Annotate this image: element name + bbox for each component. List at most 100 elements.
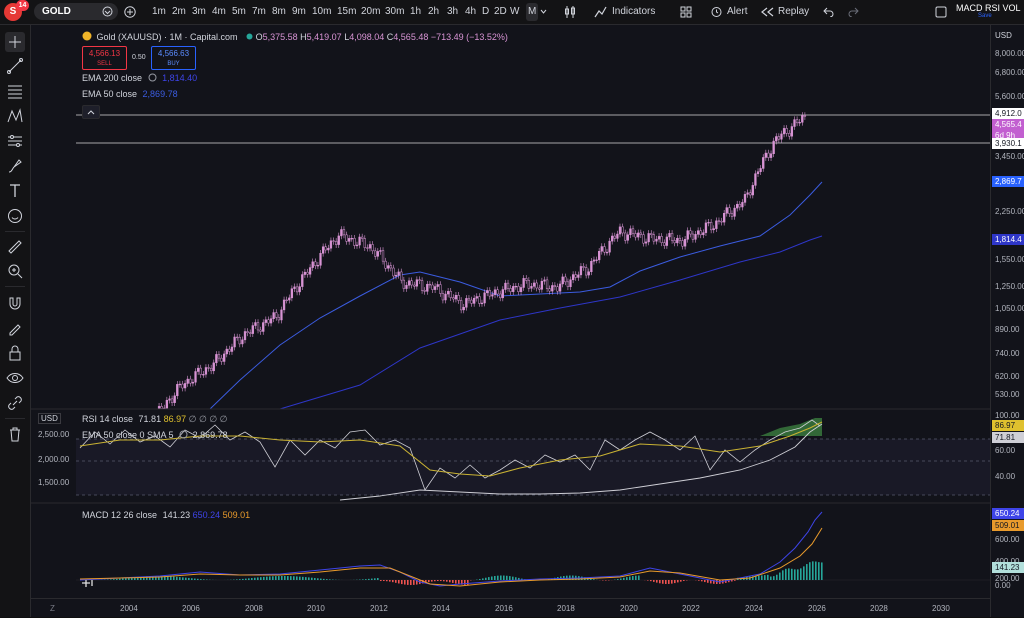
interval-w[interactable]: W [510, 0, 519, 24]
layout-save-status[interactable]: Save [978, 13, 992, 19]
interval-3h[interactable]: 3h [447, 0, 458, 24]
interval-15m[interactable]: 15m [337, 0, 356, 24]
layout-checkbox-icon[interactable] [935, 6, 947, 18]
candle [531, 286, 533, 288]
trend-line-icon[interactable] [5, 56, 25, 76]
candle [348, 238, 350, 241]
interval-3m[interactable]: 3m [192, 0, 206, 24]
macd-hist-bar [308, 577, 310, 580]
candle [278, 317, 280, 320]
interval-30m[interactable]: 30m [385, 0, 404, 24]
candle [484, 293, 486, 303]
link-icon[interactable] [5, 393, 25, 413]
ema200-legend[interactable]: EMA 200 close 1,814.40 [82, 73, 197, 83]
macd-hist-bar [647, 580, 649, 581]
user-avatar[interactable]: S 14 [4, 3, 22, 21]
pattern-icon[interactable] [5, 106, 25, 126]
interval-m[interactable]: M [526, 3, 538, 21]
layout-name[interactable]: MACD RSI VOL [956, 3, 1021, 13]
interval-7m[interactable]: 7m [252, 0, 266, 24]
emoji-icon[interactable] [5, 206, 25, 226]
interval-1h[interactable]: 1h [410, 0, 421, 24]
time-axis-year: 2014 [432, 604, 450, 613]
interval-2h[interactable]: 2h [428, 0, 439, 24]
buy-button[interactable]: 4,566.63 BUY [151, 46, 196, 70]
macd-hist-bar [203, 579, 205, 580]
interval-4m[interactable]: 4m [212, 0, 226, 24]
eye-icon[interactable] [5, 368, 25, 388]
interval-5m[interactable]: 5m [232, 0, 246, 24]
replay-button[interactable]: Replay [778, 0, 809, 24]
macd-hist-bar [779, 573, 781, 580]
undo-icon[interactable] [823, 7, 834, 17]
sidebar-divider [5, 418, 25, 419]
candle [325, 247, 327, 250]
interval-9m[interactable]: 9m [292, 0, 306, 24]
crosshair-tool[interactable] [5, 32, 25, 52]
alarm-clock-icon[interactable] [710, 5, 723, 18]
trash-icon[interactable] [5, 424, 25, 444]
brush-icon[interactable] [5, 156, 25, 176]
settings-icon[interactable] [148, 73, 157, 82]
sell-price: 4,566.13 [83, 49, 126, 59]
interval-10m[interactable]: 10m [312, 0, 331, 24]
macd-hist-bar [311, 578, 313, 580]
rewind-icon[interactable] [761, 7, 774, 17]
candle [533, 283, 535, 286]
text-icon[interactable] [5, 181, 25, 201]
interval-4h[interactable]: 4h [465, 0, 476, 24]
rsi-legend[interactable]: RSI 14 close 71.81 86.97 ∅ ∅ ∅ ∅ [82, 414, 228, 425]
alert-button[interactable]: Alert [727, 0, 748, 24]
candle [684, 239, 686, 246]
magnet-icon[interactable] [5, 293, 25, 313]
price-chart[interactable] [31, 25, 1024, 617]
templates-grid-icon[interactable] [680, 6, 692, 18]
interval-d[interactable]: D [482, 0, 489, 24]
macd-hist-bar [179, 577, 181, 580]
candle [239, 337, 241, 344]
symbol-info-icon[interactable] [102, 6, 113, 17]
candle [570, 280, 572, 287]
collapse-legend-button[interactable] [82, 105, 100, 119]
macd-hist-bar [413, 580, 415, 585]
ema50-legend[interactable]: EMA 50 close 2,869.78 [82, 89, 178, 99]
candles-type-icon[interactable] [564, 5, 576, 19]
interval-1m[interactable]: 1m [152, 0, 166, 24]
candle [669, 233, 671, 237]
macd-legend[interactable]: MACD 12 26 close 141.23 650.24 509.01 [82, 510, 250, 520]
timezone-icon[interactable]: Z [50, 604, 55, 613]
interval-2d[interactable]: 2D [494, 0, 507, 24]
macd-hist-bar [437, 580, 439, 581]
forecast-icon[interactable] [5, 131, 25, 151]
ruler-icon[interactable] [5, 237, 25, 257]
indicators-button[interactable]: Indicators [612, 0, 655, 24]
candle [643, 235, 645, 244]
candle [286, 300, 288, 301]
crosshair-icon [5, 32, 25, 52]
spread-value: 0.50 [132, 54, 146, 61]
macd-hist-bar [653, 580, 655, 582]
lock-icon[interactable] [5, 343, 25, 363]
interval-8m[interactable]: 8m [272, 0, 286, 24]
zoom-in-icon[interactable] [5, 261, 25, 281]
interval-20m[interactable]: 20m [361, 0, 380, 24]
redo-icon[interactable] [848, 7, 859, 17]
symbol-search[interactable]: GOLD [34, 3, 118, 20]
indicators-icon[interactable] [594, 5, 607, 18]
candle [398, 272, 400, 275]
candle [562, 277, 564, 284]
lock-pencil-icon[interactable] [5, 318, 25, 338]
chevron-down-icon[interactable] [540, 9, 547, 15]
settings-icon[interactable] [179, 430, 188, 439]
sell-button[interactable]: 4,566.13 SELL [82, 46, 127, 70]
axis-currency[interactable]: USD [995, 31, 1012, 40]
macd-hist-bar [254, 578, 256, 580]
interval-2m[interactable]: 2m [172, 0, 186, 24]
symbol-title[interactable]: Gold (XAUUSD) · 1M · Capital.com [97, 32, 238, 42]
sidebar-divider [5, 286, 25, 287]
fib-retracement-icon[interactable] [5, 81, 25, 101]
compare-add-icon[interactable] [124, 6, 136, 18]
ema50-tag: 2,869.7 [992, 176, 1024, 187]
candle [322, 247, 324, 254]
overlay-legend[interactable]: EMA 50 close 0 SMA 5 2,869.78 [82, 430, 228, 440]
